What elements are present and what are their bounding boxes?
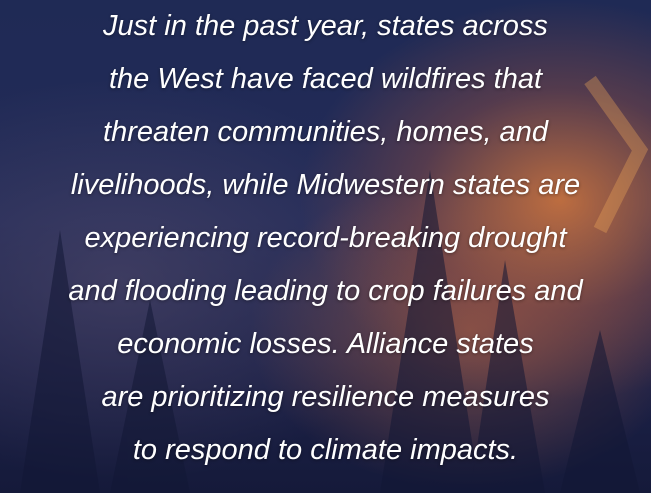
quote-line: Just in the past year, states across	[0, 0, 651, 53]
quote-line: the West have faced wildfires that	[0, 53, 651, 106]
quote-line: to respond to climate impacts.	[0, 424, 651, 477]
quote-line: experiencing record-breaking drought	[0, 212, 651, 265]
quote-line: threaten communities, homes, and	[0, 106, 651, 159]
quote-line: economic losses. Alliance states	[0, 318, 651, 371]
hero-background: Just in the past year, states acrossthe …	[0, 0, 651, 493]
quote-line: are prioritizing resilience measures	[0, 371, 651, 424]
quote-line: and flooding leading to crop failures an…	[0, 265, 651, 318]
quote-line: livelihoods, while Midwestern states are	[0, 159, 651, 212]
